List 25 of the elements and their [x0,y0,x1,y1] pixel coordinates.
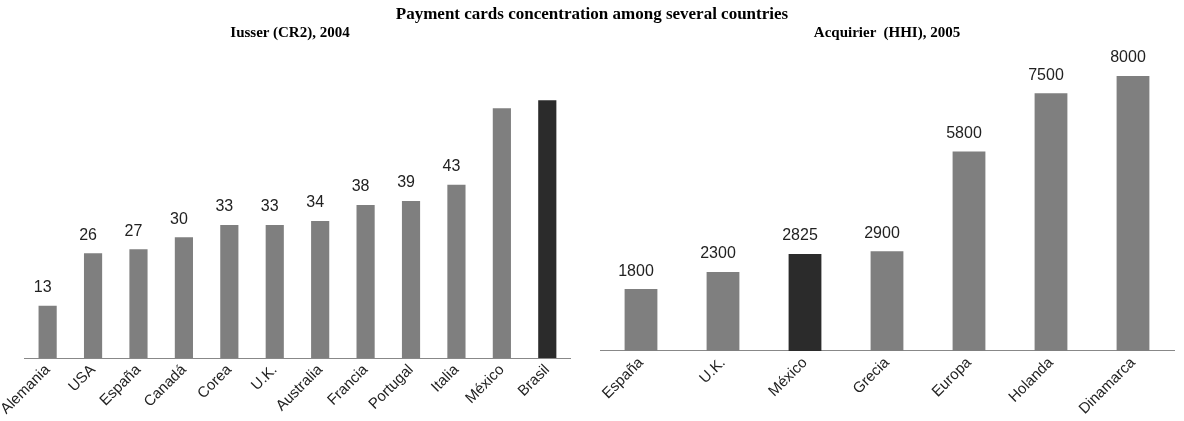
data-label: 43 [442,157,461,175]
x-tick-label: USA [64,360,99,395]
data-label: 27 [124,221,143,239]
data-label: 2300 [700,244,736,262]
data-label: 26 [79,225,98,243]
data-label: 7500 [1028,65,1064,83]
bar [788,253,822,351]
chart-subtitle: Iusser (CR2), 2004 [230,23,351,41]
bar [538,100,557,359]
data-label: 8000 [1110,48,1146,66]
data-label: 34 [306,193,325,211]
x-tick-label: U.K. [695,353,729,387]
data-label: 2900 [864,223,900,241]
data-label: 2825 [782,226,818,244]
x-tick-label: U.K. [247,360,280,394]
data-label: 39 [397,173,416,191]
data-label: 30 [170,209,188,227]
chart-title: Payment cards concentration among several countries [394,4,790,24]
data-label: 13 [33,278,52,296]
data-label: 33 [215,197,234,215]
data-label: 33 [260,197,279,215]
data-label: 38 [351,177,370,195]
data-label: 1800 [618,261,654,279]
data-label: 5800 [946,124,982,142]
chart-subtitle: Acquirier (HHI), 2005 [813,23,961,41]
